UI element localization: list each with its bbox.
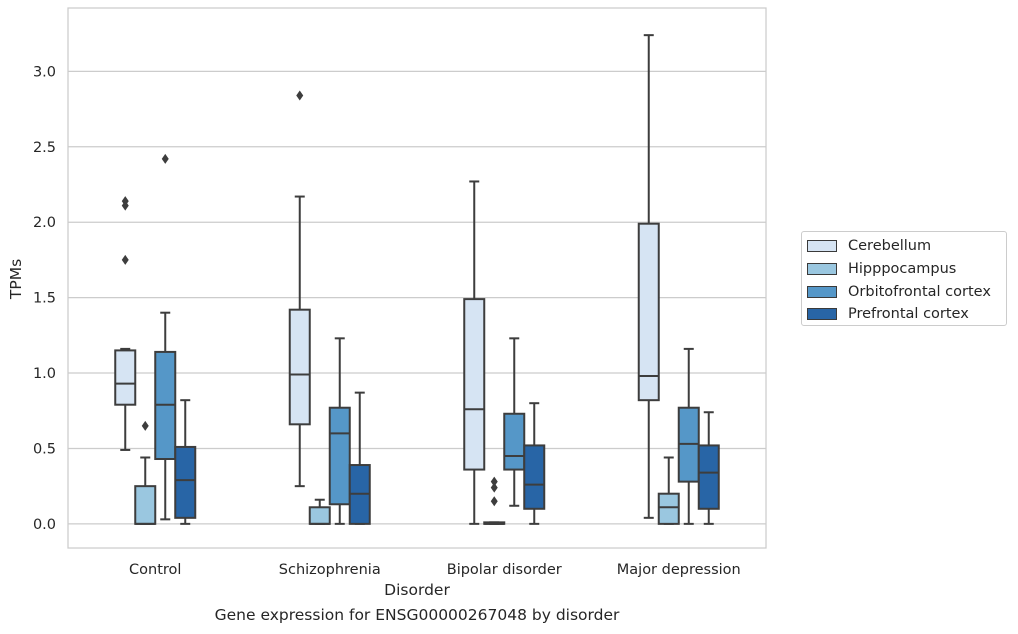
x-tick-label: Major depression [617,562,741,578]
y-tick-label: 1.0 [33,366,56,382]
box [134,420,157,525]
box [657,456,680,525]
y-tick-label: 0.5 [33,441,56,457]
legend-label: Orbitofrontal cortex [848,283,991,300]
box-body [523,444,546,510]
box-body [288,308,311,426]
box-body [463,298,486,471]
box-body [637,222,660,402]
legend-label: Hipppocampus [848,261,957,278]
legend-label: Prefrontal cortex [848,306,969,323]
legend: Cerebellum Hipppocampus Orbitofrontal cort… [801,231,1007,326]
y-tick-label: 3.0 [33,64,56,80]
series-cerebellum [114,34,660,525]
series-hipppocampus [134,420,680,525]
legend-item: Hipppocampus [807,258,1006,281]
box-body [174,445,197,519]
outlier-point [296,90,304,101]
box [523,402,546,525]
box-body [328,406,351,506]
x-tick-labels: Control Schizophrenia Bipolar disorder Majo… [129,562,741,578]
y-tick-label: 1.5 [33,291,56,307]
outlier-point [490,476,498,487]
box-body [503,412,526,471]
box [114,196,137,451]
x-tick-label: Bipolar disorder [447,562,562,578]
box-body [134,485,157,525]
box-body [114,349,137,406]
legend-item: Cerebellum [807,235,1006,258]
box [503,337,526,507]
outlier-point [121,254,129,265]
box [637,34,660,519]
legend-swatch [807,263,837,276]
box-series [114,34,720,525]
box [483,476,506,525]
y-tick-label: 2.0 [33,215,56,231]
legend-item: Orbitofrontal cortex [807,280,1006,303]
x-tick-label: Control [129,562,181,578]
box [308,498,331,525]
y-tick-label: 0.0 [33,517,56,533]
series-prefrontal-cortex [174,391,720,525]
box [697,411,720,525]
box [288,90,311,488]
box [328,337,351,525]
legend-label: Cerebellum [848,238,932,255]
legend-swatch [807,240,837,253]
box-body [657,492,680,525]
legend-swatch [807,308,837,321]
y-axis-title: TPMs [7,259,25,300]
outlier-point [490,496,498,507]
box [463,180,486,525]
legend-swatch [807,285,837,298]
y-tick-label: 2.5 [33,140,56,156]
outlier-point [141,420,149,431]
plot-area [67,7,767,549]
figure-caption: Gene expression for ENSG00000267048 by d… [214,606,620,624]
box-body [697,444,720,510]
box [348,391,371,525]
legend-item: Prefrontal cortex [807,303,1006,326]
x-tick-label: Schizophrenia [279,562,381,578]
y-tick-labels: 0.0 0.5 1.0 1.5 2.0 2.5 3.0 [33,64,56,533]
box [154,153,177,521]
outlier-point [490,482,498,493]
x-axis-title: Disorder [384,581,450,599]
box [174,399,197,525]
box-body [308,506,331,525]
outlier-point [161,153,169,164]
outlier-point [121,196,129,207]
